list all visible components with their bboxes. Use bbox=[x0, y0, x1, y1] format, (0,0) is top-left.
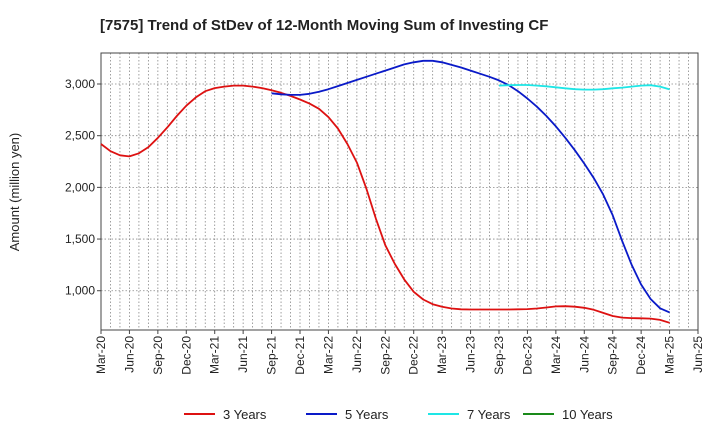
y-tick-label: 2,000 bbox=[65, 180, 95, 194]
x-tick-label: Sep-21 bbox=[265, 336, 279, 375]
x-tick-label: Jun-22 bbox=[350, 336, 364, 373]
x-tick-label: Jun-23 bbox=[464, 336, 478, 373]
x-tick-label: Mar-23 bbox=[435, 336, 449, 374]
plot-area: 1,000 1,500 2,000 2,500 3,000 Mar-20 Jun-20 Sep… bbox=[65, 52, 705, 375]
x-tick-label: Dec-24 bbox=[634, 336, 648, 375]
legend-label-10-years: 10 Years bbox=[562, 407, 613, 422]
legend-label-5-years: 5 Years bbox=[345, 407, 389, 422]
y-tick-label: 2,500 bbox=[65, 129, 95, 143]
y-tick-label: 3,000 bbox=[65, 77, 95, 91]
chart-title: [7575] Trend of StDev of 12-Month Moving… bbox=[100, 17, 548, 34]
x-tick-label: Jun-24 bbox=[577, 336, 591, 373]
x-tick-label: Jun-21 bbox=[236, 336, 250, 373]
x-tick-label: Mar-20 bbox=[94, 336, 108, 374]
plot-background bbox=[101, 53, 698, 330]
y-tick-label: 1,500 bbox=[65, 232, 95, 246]
legend-label-3-years: 3 Years bbox=[223, 407, 267, 422]
series-line-3-years bbox=[100, 84, 670, 324]
series-line-7-years bbox=[498, 84, 670, 91]
x-tick-label: Dec-23 bbox=[520, 336, 534, 375]
x-tick-label: Dec-21 bbox=[293, 336, 307, 375]
x-tick-label: Mar-21 bbox=[208, 336, 222, 374]
x-tick-label: Jun-20 bbox=[122, 336, 136, 373]
x-tick-label: Sep-20 bbox=[151, 336, 165, 375]
x-tick-label: Jun-25 bbox=[691, 336, 705, 373]
x-tick-label: Sep-23 bbox=[492, 336, 506, 375]
legend: 3 Years 5 Years 7 Years 10 Years bbox=[184, 407, 613, 422]
y-axis-label: Amount (million yen) bbox=[7, 133, 22, 252]
series-line-5-years bbox=[271, 59, 670, 314]
x-tick-label: Dec-20 bbox=[179, 336, 193, 375]
x-tick-label: Dec-22 bbox=[407, 336, 421, 375]
y-tick-label: 1,000 bbox=[65, 284, 95, 298]
plot-frame bbox=[100, 52, 699, 331]
x-tick-label: Mar-22 bbox=[321, 336, 335, 374]
x-tick-label: Mar-24 bbox=[549, 336, 563, 374]
x-tick-label: Mar-25 bbox=[663, 336, 677, 374]
legend-label-7-years: 7 Years bbox=[467, 407, 511, 422]
x-tick-label: Sep-24 bbox=[606, 336, 620, 375]
x-tick-label: Sep-22 bbox=[378, 336, 392, 375]
